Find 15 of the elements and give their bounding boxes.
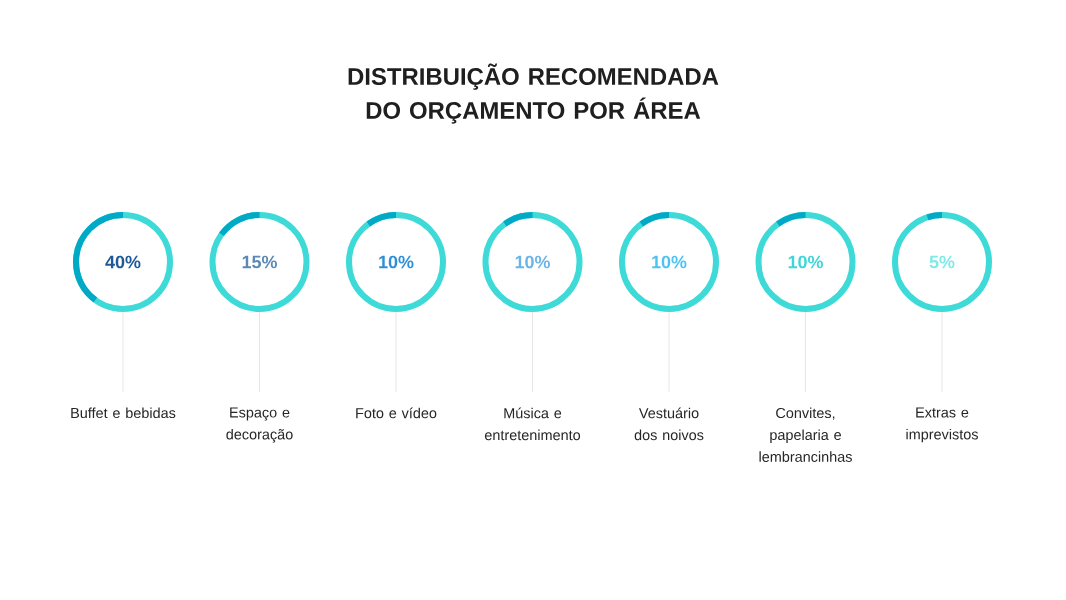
data-label: 15% [242,255,277,269]
category-label: Foto e vídeo [356,407,437,419]
data-label: 5% [929,255,955,269]
data-label: 10% [652,255,687,269]
category-label: Espaço e decoração [226,407,293,443]
category-label: Buffet e bebidas [71,407,176,419]
category-label: Extras e imprevistos [906,407,978,443]
data-label: 10% [788,255,823,269]
category-label: Vestuário dos noivos [634,407,704,441]
data-label: 10% [379,255,414,269]
data-label: 10% [515,255,550,269]
category-label: Convites, papelaria e lembrancinhas [759,407,852,462]
text: DISTRIBUIÇÃO RECOMENDADA DO ORÇAMENTO POR ÁREA [348,63,719,124]
category-label: Música e entretenimento [484,407,581,441]
data-label: 40% [105,255,141,269]
